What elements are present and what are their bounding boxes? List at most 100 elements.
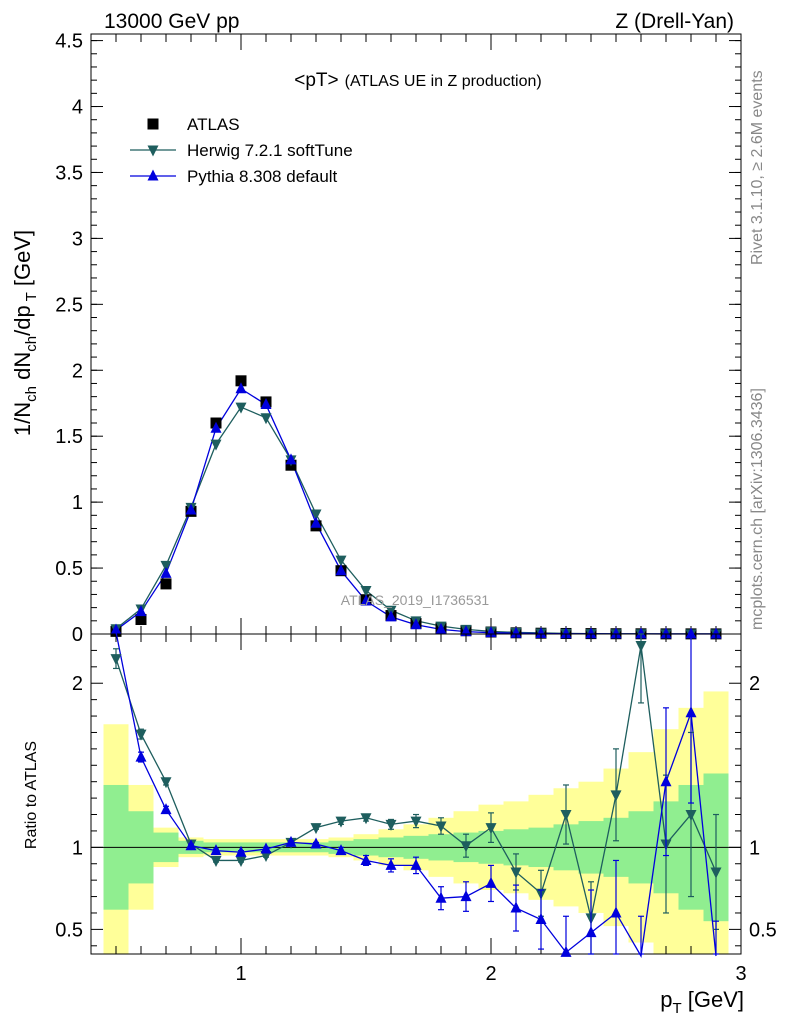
top-ylabel: 1/Nch dNch/dp T [GeV] [10,230,40,436]
point-herwig-7-2-1-softtune [260,413,272,425]
point-pythia-8-308-default [560,627,572,639]
ratio-point-pythia-8-308-default [660,775,672,787]
ratio-point-herwig-7-2-1-softtune [635,640,647,652]
ratio-point-herwig-7-2-1-softtune [210,855,222,867]
y-tick-label: 2 [72,360,83,382]
point-herwig-7-2-1-softtune [210,439,222,451]
point-pythia-8-308-default [260,398,272,410]
top-panel: 0 0.5 1 1.5 2 2.5 3 3.5 4 4.5 1/Nch dNch/dp T [Ge… [10,31,742,646]
point-atlas [135,613,147,625]
point-pythia-8-308-default [335,564,347,576]
ratio-point-pythia-8-308-default [485,876,497,888]
point-pythia-8-308-default [410,618,422,630]
ratio-point-pythia-8-308-default [360,853,372,865]
point-pythia-8-308-default [660,627,672,639]
point-pythia-8-308-default [510,626,522,638]
bottom-ticks: 0.5 0.5 1 1 2 2 1 2 3 [55,634,777,985]
point-pythia-8-308-default [385,610,397,622]
ratio-point-herwig-7-2-1-softtune [435,821,447,833]
ratio-point-herwig-7-2-1-softtune [260,851,272,863]
legend-marker [147,118,159,130]
legend-marker [147,169,159,181]
ratio-point-herwig-7-2-1-softtune [460,841,472,853]
point-herwig-7-2-1-softtune [360,585,372,597]
ratio-point-pythia-8-308-default [460,890,472,902]
ratio-y-tick-label-right: 2 [749,673,760,695]
point-pythia-8-308-default [285,453,297,465]
ratio-point-pythia-8-308-default [385,858,397,870]
x-tick-label: 1 [235,963,246,985]
ratio-point-pythia-8-308-default [285,835,297,847]
header-left: 13000 GeV pp [104,10,239,33]
bottom-ylabel: Ratio to ATLAS [23,741,40,849]
point-pythia-8-308-default [635,627,647,639]
point-pythia-8-308-default [160,566,172,578]
point-pythia-8-308-default [210,421,222,433]
point-pythia-8-308-default [310,516,322,528]
ratio-y-tick-label-right: 0.5 [749,919,777,941]
ratio-point-pythia-8-308-default [435,891,447,903]
legend: ATLAS Herwig 7.2.1 softTune Pythia 8.308 d… [130,115,353,186]
ratio-point-herwig-7-2-1-softtune [710,867,722,879]
point-pythia-8-308-default [610,627,622,639]
ratio-point-herwig-7-2-1-softtune [485,823,497,835]
point-pythia-8-308-default [710,627,722,639]
point-pythia-8-308-default [535,626,547,638]
y-tick-label: 1 [72,492,83,514]
y-tick-label: 2.5 [55,294,83,316]
x-tick-label: 3 [735,963,746,985]
top-ticks: 0 0.5 1 1.5 2 2.5 3 3.5 4 4.5 [55,31,742,646]
point-pythia-8-308-default [185,503,197,515]
y-tick-label: 4.5 [55,31,83,53]
ratio-point-herwig-7-2-1-softtune [135,729,147,741]
y-tick-label: 3 [72,228,83,250]
point-pythia-8-308-default [585,627,597,639]
point-pythia-8-308-default [685,627,697,639]
y-tick-label: 4 [72,97,83,119]
point-pythia-8-308-default [435,622,447,634]
legend-label: Pythia 8.308 default [187,167,338,186]
point-pythia-8-308-default [360,594,372,606]
ratio-point-pythia-8-308-default [560,945,572,957]
legend-marker [147,145,159,157]
ratio-point-pythia-8-308-default [585,926,597,938]
ratio-point-herwig-7-2-1-softtune [560,810,572,822]
ratio-point-pythia-8-308-default [335,844,347,856]
point-herwig-7-2-1-softtune [335,555,347,567]
watermark: ATLAS_2019_I1736531 [341,592,490,608]
point-atlas [235,375,247,387]
point-pythia-8-308-default [135,605,147,617]
ratio-point-herwig-7-2-1-softtune [410,816,422,828]
legend-label: Herwig 7.2.1 softTune [187,141,353,160]
ratio-point-herwig-7-2-1-softtune [685,810,697,822]
ratio-point-pythia-8-308-default [310,837,322,849]
y-tick-label: 1.5 [55,426,83,448]
ratio-point-herwig-7-2-1-softtune [160,777,172,789]
ratio-point-herwig-7-2-1-softtune [385,819,397,831]
ratio-point-herwig-7-2-1-softtune [335,816,347,828]
point-herwig-7-2-1-softtune [160,560,172,572]
ratio-point-herwig-7-2-1-softtune [610,790,622,802]
rivet-note: Rivet 3.1.10, ≥ 2.6M events [749,70,766,265]
y-tick-label: 0 [72,624,83,646]
bottom-panel: 0.5 0.5 1 1 2 2 1 2 3 Ratio to ATLAS pT [GeV] [23,631,777,1017]
ratio-point-pythia-8-308-default [160,803,172,815]
legend-label: ATLAS [187,115,240,134]
ratio-point-pythia-8-308-default [685,706,697,718]
ratio-y-tick-label: 0.5 [55,919,83,941]
x-axis-label: pT [GeV] [660,987,744,1017]
ratio-point-herwig-7-2-1-softtune [510,867,522,879]
ratio-point-pythia-8-308-default [260,842,272,854]
ratio-point-herwig-7-2-1-softtune [360,813,372,825]
chart-title: <pT> (ATLAS UE in Z production) [294,70,541,91]
y-tick-label: 0.5 [55,558,83,580]
ratio-point-pythia-8-308-default [235,845,247,857]
ratio-point-herwig-7-2-1-softtune [310,823,322,835]
point-pythia-8-308-default [110,623,122,635]
point-pythia-8-308-default [235,382,247,394]
ratio-point-pythia-8-308-default [535,913,547,925]
point-herwig-7-2-1-softtune [235,402,247,414]
ratio-point-pythia-8-308-default [210,844,222,856]
point-atlas [160,578,172,590]
